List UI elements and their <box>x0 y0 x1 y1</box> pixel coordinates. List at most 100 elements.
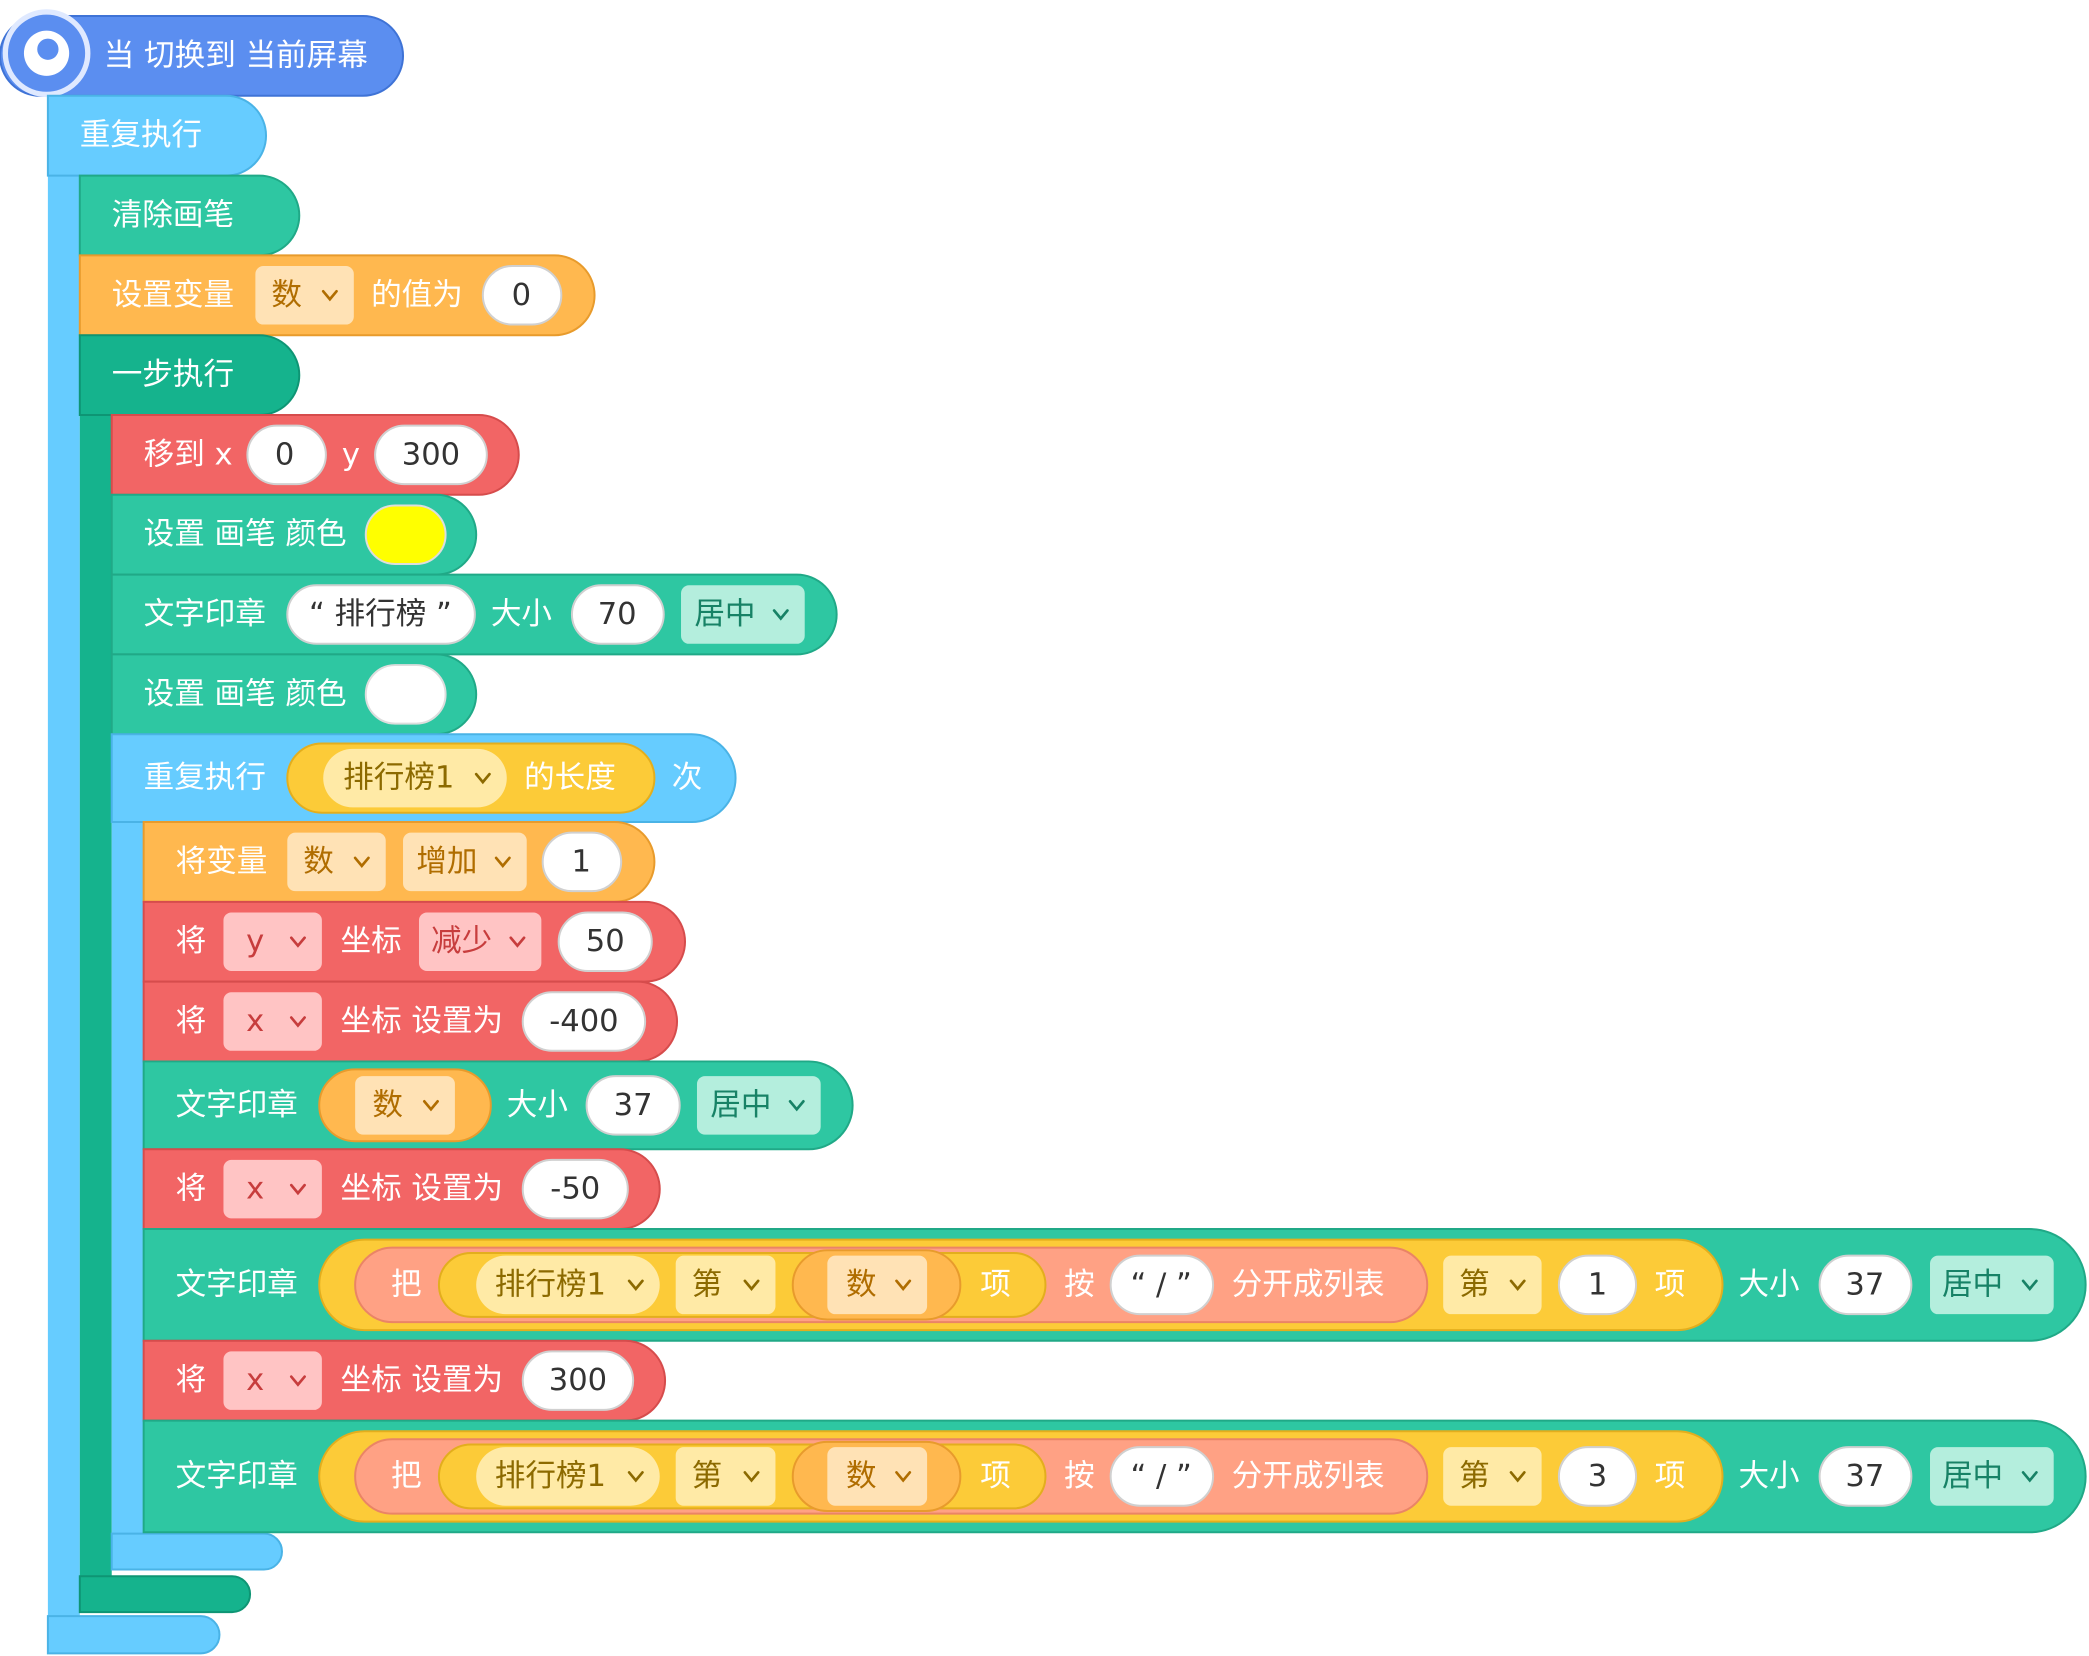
dropdown[interactable] <box>223 1159 322 1219</box>
block-label: 第 <box>1459 1459 1490 1494</box>
step-block[interactable] <box>78 334 301 416</box>
input[interactable] <box>1109 1254 1215 1316</box>
dropdown[interactable] <box>403 832 527 892</box>
input[interactable] <box>1818 1446 1913 1507</box>
input[interactable] <box>521 991 647 1052</box>
block-label: 排行榜1 <box>495 1459 606 1494</box>
dropdown[interactable] <box>476 1447 660 1506</box>
input[interactable] <box>1109 1446 1215 1507</box>
block-label: x <box>246 1172 264 1207</box>
input[interactable] <box>481 265 563 326</box>
block-label: 项 <box>1655 1459 1686 1494</box>
block-label: 按 <box>1064 1459 1095 1494</box>
input[interactable] <box>570 584 665 645</box>
dropdown[interactable] <box>827 1447 928 1506</box>
input-value: 37 <box>614 1088 653 1123</box>
input[interactable] <box>246 424 327 486</box>
block-label: 数 <box>271 278 302 313</box>
block-label: 的值为 <box>371 278 463 313</box>
block-label: 设置 画笔 颜色 <box>144 517 347 552</box>
block-label: 项 <box>1655 1267 1686 1302</box>
block-label: 重复执行 <box>144 761 266 796</box>
dropdown-caret <box>353 856 370 868</box>
dropdown[interactable] <box>827 1255 928 1315</box>
block-label: 把 <box>391 1459 422 1494</box>
dropdown-caret <box>895 1279 912 1291</box>
block-label: 排行榜1 <box>343 761 454 796</box>
dropdown[interactable] <box>223 912 322 971</box>
repeat-block[interactable] <box>46 94 268 177</box>
dropdown[interactable] <box>1443 1255 1542 1315</box>
hat-label: 当 切换到 当前屏幕 <box>104 38 368 73</box>
dropdown-caret <box>788 1100 805 1112</box>
dropdown[interactable] <box>1443 1447 1542 1506</box>
dropdown[interactable] <box>681 585 805 644</box>
dropdown[interactable] <box>1930 1447 2054 1506</box>
block-label: 大小 <box>1738 1459 1799 1494</box>
color-swatch[interactable] <box>364 664 447 725</box>
dropdown[interactable] <box>696 1076 821 1135</box>
input[interactable] <box>585 1075 681 1136</box>
input-value: 3 <box>1588 1459 1607 1494</box>
block-label: 第 <box>1459 1267 1490 1302</box>
block-label: 坐标 设置为 <box>341 1004 504 1039</box>
c-block-arm <box>111 734 144 1570</box>
input[interactable] <box>521 1350 635 1411</box>
block-label: y <box>246 924 264 959</box>
block[interactable] <box>142 1060 854 1151</box>
input[interactable] <box>521 1158 629 1220</box>
block-label: 居中 <box>1942 1459 2003 1494</box>
dropdown-caret <box>509 936 526 948</box>
dropdown[interactable] <box>355 1076 455 1135</box>
dropdown[interactable] <box>223 1351 322 1410</box>
dropdown[interactable] <box>255 266 354 325</box>
input[interactable] <box>1557 1254 1638 1316</box>
dropdown[interactable] <box>287 832 386 892</box>
block-label: 大小 <box>1738 1267 1799 1302</box>
block-label: 将变量 <box>176 844 268 879</box>
dropdown[interactable] <box>675 1255 776 1315</box>
block-label: 将 <box>176 924 207 959</box>
block-label: 一步执行 <box>112 358 234 393</box>
dropdown[interactable] <box>476 1255 660 1315</box>
c-block-end[interactable] <box>110 1532 283 1571</box>
input[interactable] <box>1557 1446 1638 1507</box>
c-block-end[interactable] <box>78 1575 252 1614</box>
input[interactable] <box>541 831 623 893</box>
input-value: “ 排行榜 ” <box>309 597 452 632</box>
block-label: 坐标 <box>341 924 402 959</box>
input[interactable] <box>286 584 476 645</box>
block-label: 文字印章 <box>176 1267 298 1302</box>
dropdown[interactable] <box>1930 1255 2054 1315</box>
input-value: 1 <box>572 844 591 879</box>
dropdown-caret <box>895 1471 912 1483</box>
dropdown[interactable] <box>418 912 542 971</box>
dropdown[interactable] <box>675 1447 776 1506</box>
c-block-arm <box>47 95 80 1654</box>
block-label: 设置 画笔 颜色 <box>144 677 347 712</box>
input[interactable] <box>374 424 488 486</box>
input-value: “ / ” <box>1130 1459 1191 1494</box>
input-value: -400 <box>549 1004 618 1039</box>
input-value: 300 <box>402 437 460 472</box>
block-label: 将 <box>176 1363 207 1398</box>
color-swatch[interactable] <box>364 504 447 565</box>
block-label: x <box>246 1363 264 1398</box>
block-label: 第 <box>692 1267 723 1302</box>
block-label: 数 <box>303 844 334 879</box>
dropdown-caret <box>627 1279 644 1291</box>
dropdown-caret <box>289 936 306 948</box>
c-block-end[interactable] <box>46 1615 221 1655</box>
dropdown-caret <box>494 856 511 868</box>
dropdown[interactable] <box>323 748 507 808</box>
input-value: 70 <box>598 597 637 632</box>
block-label: 居中 <box>694 597 755 632</box>
block-label: 增加 <box>416 844 477 879</box>
input[interactable] <box>1818 1254 1913 1316</box>
dropdown[interactable] <box>223 992 322 1051</box>
input-value: 1 <box>1588 1267 1607 1302</box>
block[interactable] <box>78 174 301 257</box>
dropdown-caret <box>474 772 491 785</box>
input[interactable] <box>557 911 653 972</box>
